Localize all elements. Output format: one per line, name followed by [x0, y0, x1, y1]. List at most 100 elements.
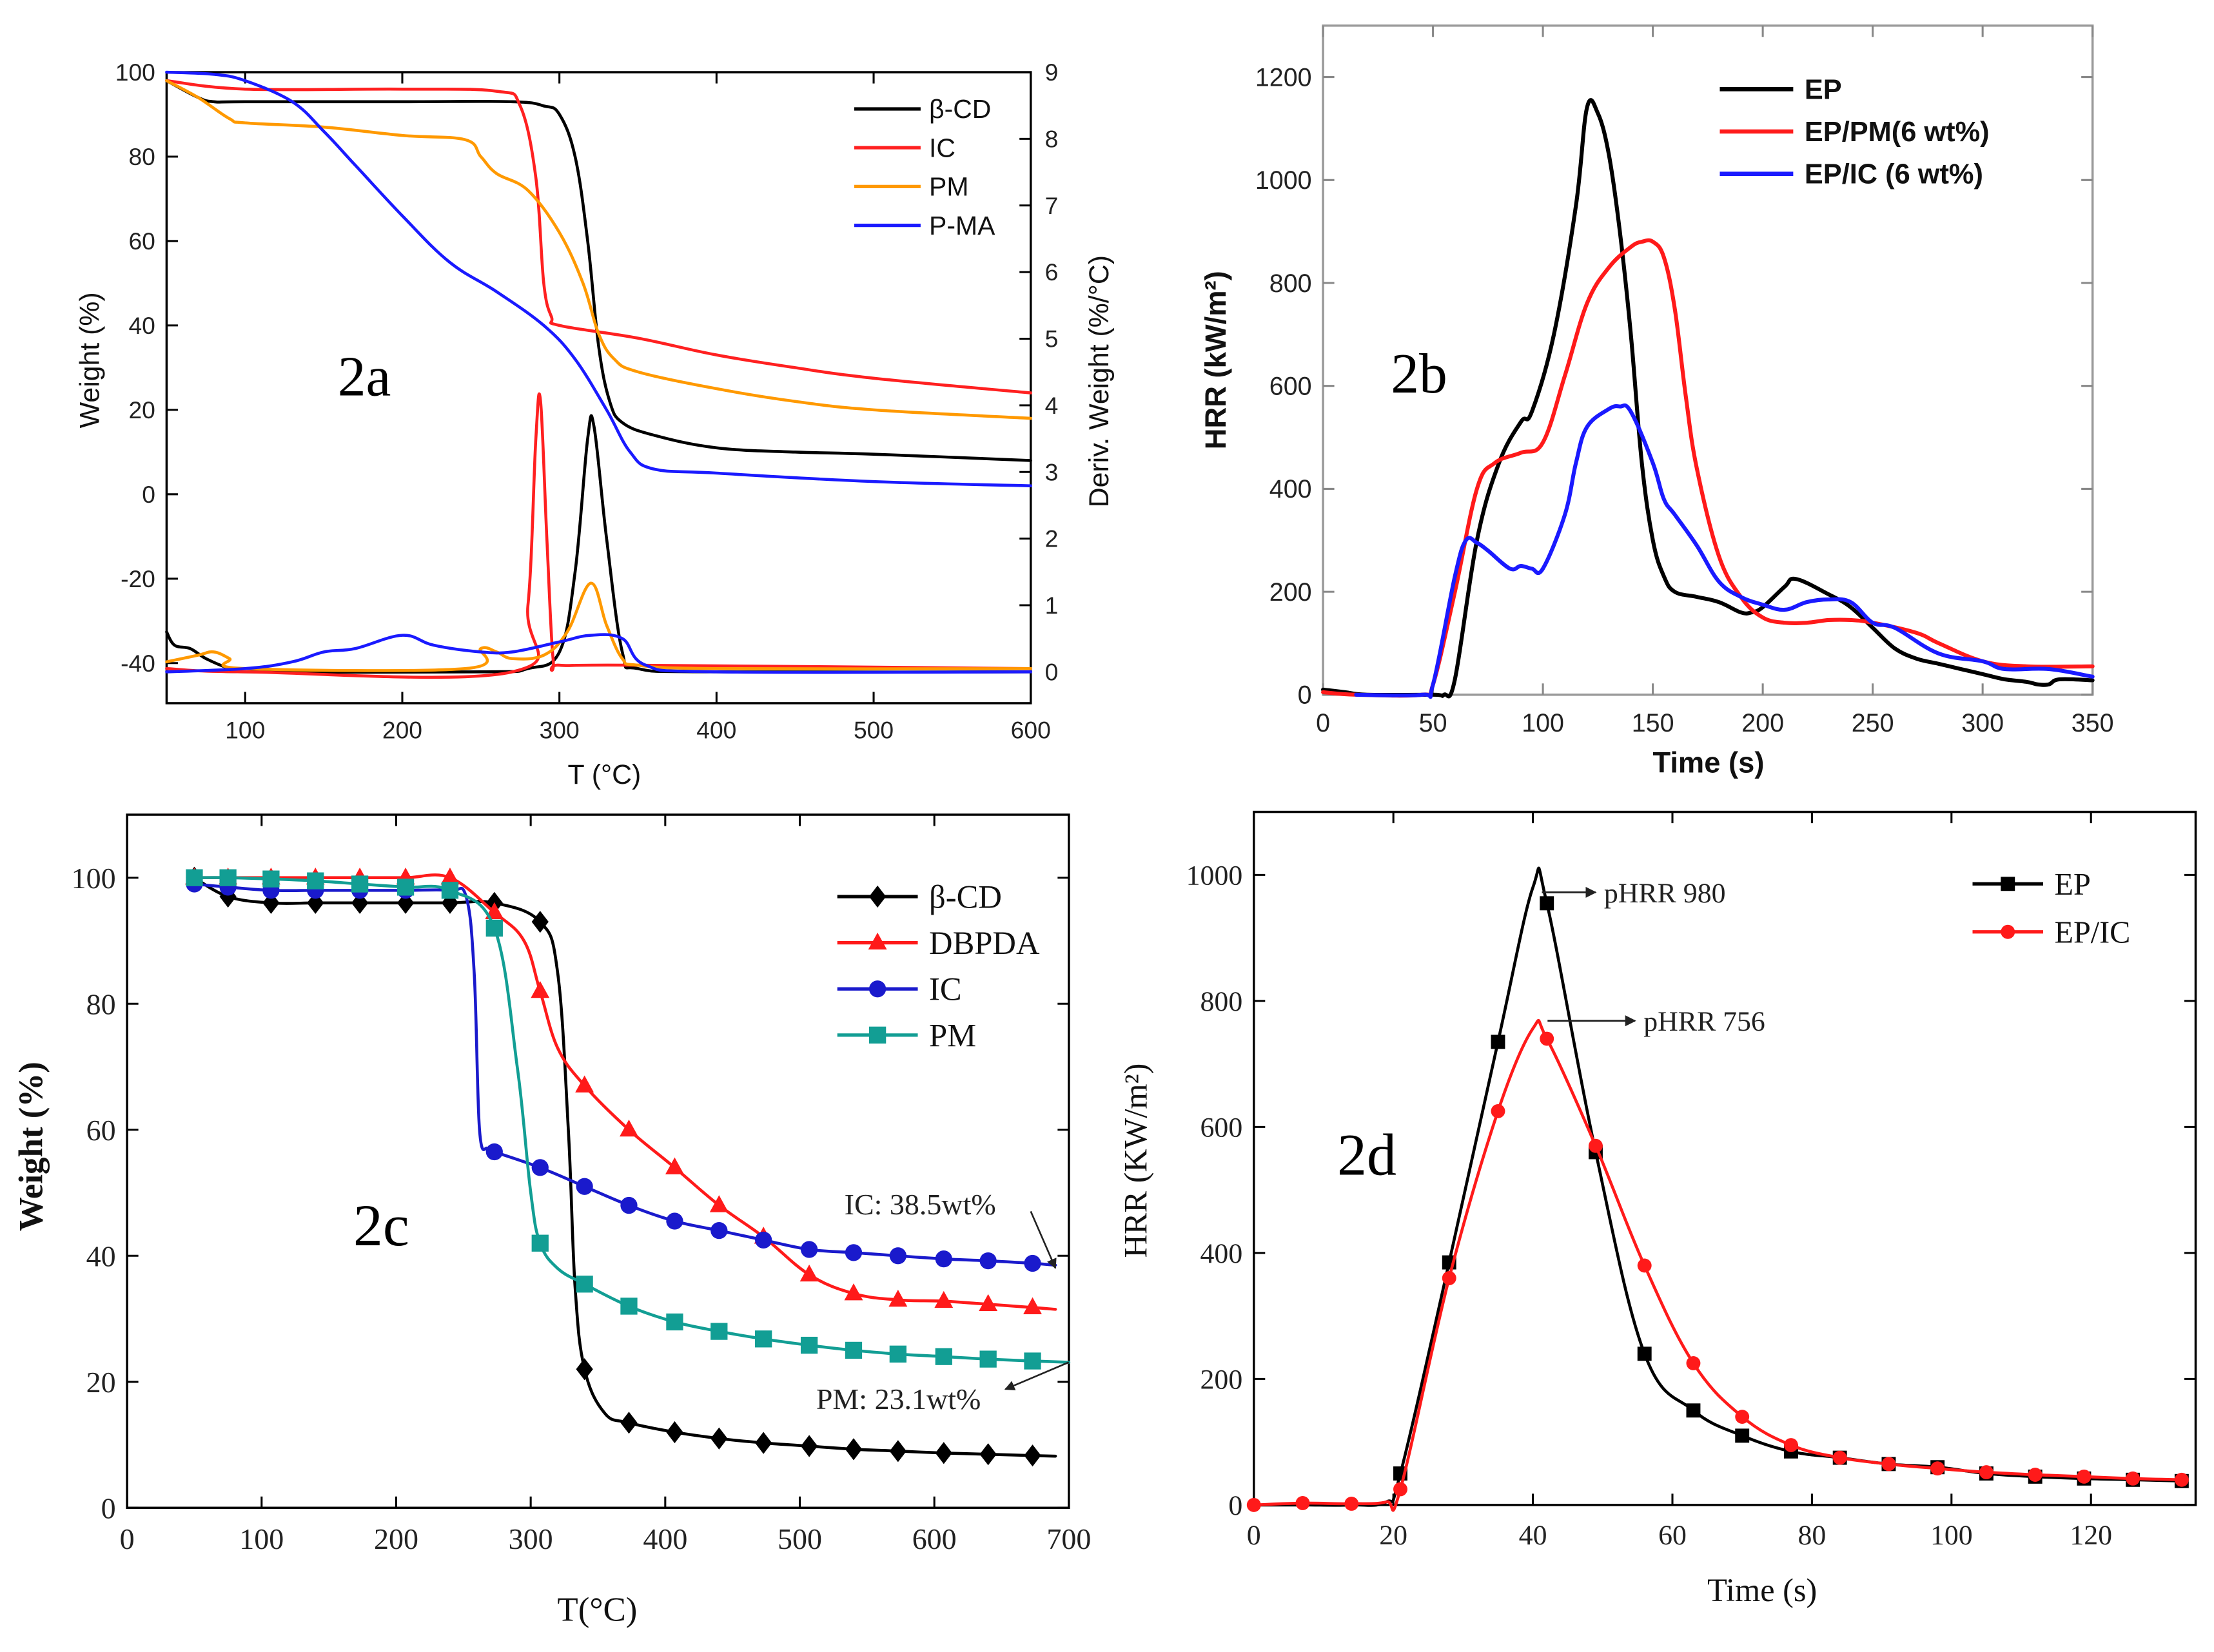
- x-tick-label: 300: [1961, 709, 2004, 737]
- y-tick-label: 100: [72, 862, 116, 895]
- circle-marker: [1024, 1254, 1041, 1272]
- panel-label: 2b: [1391, 342, 1447, 405]
- diamond-marker: [935, 1442, 952, 1464]
- triangle-marker: [934, 1290, 954, 1308]
- legend-entry: IC: [837, 971, 962, 1007]
- plot-frame: [126, 813, 1070, 1510]
- y-tick-label: 800: [1200, 986, 1243, 1017]
- y-tick-label: 1000: [1186, 860, 1243, 891]
- square-marker: [219, 869, 237, 886]
- legend-label: DBPDA: [929, 925, 1040, 961]
- square-marker: [441, 882, 459, 899]
- circle-marker: [1442, 1271, 1456, 1285]
- square-marker: [845, 1341, 863, 1359]
- circle-marker: [2028, 1468, 2043, 1482]
- circle-marker: [868, 980, 887, 998]
- x-tick-label: 0: [120, 1522, 135, 1555]
- square-marker: [531, 1234, 549, 1252]
- legend-label: EP: [2055, 868, 2091, 902]
- panel-label: 2a: [338, 345, 391, 408]
- square-marker: [620, 1297, 638, 1315]
- circle-marker: [1295, 1496, 1310, 1510]
- legend-label: EP/IC: [2055, 915, 2131, 949]
- series-line: [1354, 403, 2095, 699]
- triangle-marker: [844, 1283, 863, 1301]
- square-marker: [666, 1313, 683, 1331]
- diamond-marker: [755, 1432, 772, 1454]
- series-line: [1321, 238, 2095, 698]
- annotation-label: pHRR 756: [1643, 1006, 1765, 1037]
- triangle-marker: [440, 867, 460, 885]
- triangle-marker: [665, 1157, 684, 1174]
- circle-marker: [1783, 1438, 1798, 1452]
- x-tick-label: 400: [696, 717, 736, 744]
- chart-panel-2a: 100 200 300 400 500 600 -40 -20 0 20 40 60 80 100 0 1 2 3…: [74, 59, 1115, 790]
- series-pm: [186, 869, 1071, 1370]
- square-marker: [1686, 1403, 1701, 1418]
- legend-label: β-CD: [929, 879, 1002, 915]
- circle-marker: [889, 1247, 906, 1265]
- legend-label: PM: [929, 172, 968, 202]
- series-pm: [165, 79, 1033, 420]
- legend-entry: β-CD: [837, 879, 1002, 915]
- series-ep-pm-6-wt-: [1321, 238, 2095, 698]
- plot-frame: [1322, 24, 2094, 696]
- x-axis-title: T (°C): [567, 759, 641, 790]
- square-marker: [186, 869, 203, 886]
- x-tick-label: 200: [374, 1522, 418, 1555]
- legend-entry: PM: [854, 172, 968, 202]
- x-tick-label: 300: [509, 1522, 553, 1555]
- x-tick-label: 50: [1419, 709, 1447, 737]
- y-tick-label: 60: [86, 1114, 116, 1147]
- y2-tick-label: 7: [1045, 192, 1059, 219]
- square-marker: [1637, 1346, 1652, 1361]
- y-tick-label: 0: [1228, 1490, 1242, 1521]
- x-tick-label: 100: [1522, 709, 1564, 737]
- triangle-marker: [709, 1195, 729, 1212]
- square-marker: [397, 879, 415, 896]
- diamond-marker: [868, 885, 887, 908]
- y-axis-title: Weight (%): [74, 292, 105, 428]
- y-tick-label: 20: [128, 396, 155, 423]
- circle-marker: [2174, 1472, 2189, 1487]
- x-tick-label: 80: [1798, 1520, 1827, 1551]
- diamond-marker: [531, 911, 549, 933]
- square-marker: [1735, 1428, 1750, 1443]
- x-tick-label: 350: [2072, 709, 2114, 737]
- y-axis-title: HRR (kW/m²): [1199, 271, 1232, 449]
- diamond-marker: [889, 1440, 906, 1463]
- x-tick-label: 600: [912, 1522, 957, 1555]
- x-tick-label: 500: [778, 1522, 822, 1555]
- triangle-marker: [799, 1264, 819, 1282]
- y-tick-label: 80: [128, 143, 155, 170]
- series-line: [165, 392, 1033, 679]
- x-tick-label: 150: [1632, 709, 1674, 737]
- circle-marker: [1589, 1138, 1603, 1153]
- square-marker: [1024, 1352, 1041, 1370]
- x-tick-label: 100: [239, 1522, 284, 1555]
- annotation-label: IC: 38.5wt%: [845, 1188, 996, 1221]
- circle-marker: [755, 1231, 772, 1249]
- square-marker: [935, 1348, 952, 1365]
- circle-marker: [979, 1252, 997, 1270]
- circle-marker: [2001, 924, 2015, 939]
- y-tick-label: 200: [1200, 1365, 1243, 1395]
- x-tick-label: 0: [1316, 709, 1330, 737]
- circle-marker: [1686, 1356, 1701, 1370]
- series-p-ma: [165, 70, 1033, 487]
- circle-marker: [1344, 1497, 1359, 1511]
- square-marker: [1491, 1035, 1505, 1049]
- x-axis-title: Time (s): [1652, 746, 1764, 779]
- y2-tick-label: 9: [1045, 59, 1059, 86]
- diamond-marker: [845, 1438, 863, 1461]
- x-tick-label: 40: [1519, 1520, 1547, 1551]
- x-tick-label: 500: [854, 717, 894, 744]
- y-tick-label: 0: [142, 481, 155, 508]
- y-tick-label: 600: [1200, 1113, 1243, 1143]
- triangle-marker: [888, 1289, 908, 1307]
- series-line: [165, 79, 1033, 462]
- x-tick-label: 300: [540, 717, 580, 744]
- circle-marker: [485, 1143, 503, 1161]
